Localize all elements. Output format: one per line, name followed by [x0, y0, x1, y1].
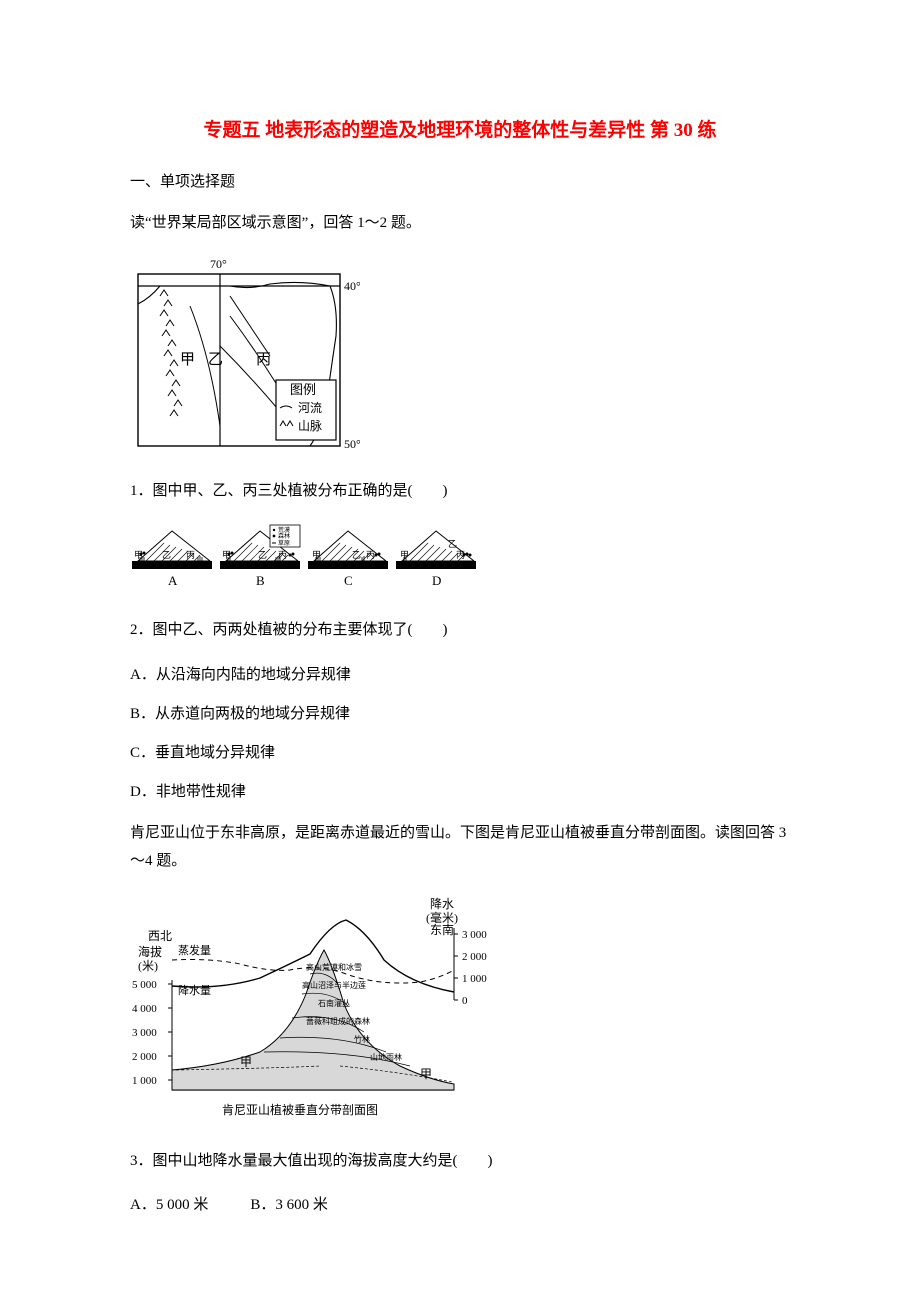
svg-text:蔷薇科组成的森林: 蔷薇科组成的森林: [306, 1016, 370, 1026]
svg-text:荒漠: 荒漠: [278, 526, 290, 534]
opt-panel-d: 甲 乙 丙 D: [396, 531, 476, 588]
svg-text:竹林: 竹林: [354, 1034, 370, 1044]
svg-text:甲: 甲: [222, 550, 231, 560]
svg-text:3 000: 3 000: [462, 929, 487, 941]
svg-text:山地雨林: 山地雨林: [370, 1052, 402, 1062]
svg-text:1 000: 1 000: [462, 973, 487, 985]
options-figure-q1: 甲 乙 丙 A 甲 乙 丙 荒漠 森林 草原 B: [130, 523, 790, 598]
legend-title: 图例: [290, 382, 316, 397]
opt-panel-a: 甲 乙 丙 A: [132, 531, 212, 588]
legend-mountain: 山脉: [298, 418, 322, 433]
svg-text:石南灌丛: 石南灌丛: [318, 998, 350, 1008]
map-label-b: 乙: [208, 352, 223, 368]
svg-text:甲: 甲: [400, 550, 409, 560]
svg-text:乙: 乙: [162, 550, 171, 560]
svg-text:A: A: [168, 573, 178, 588]
svg-text:甲: 甲: [240, 1055, 252, 1069]
svg-text:5 000: 5 000: [132, 979, 157, 991]
svg-text:2 000: 2 000: [132, 1051, 157, 1063]
intro-paragraph-2: 肯尼亚山位于东非高原，是距离赤道最近的雪山。下图是肯尼亚山植被垂直分带剖面图。读…: [130, 819, 790, 876]
svg-text:甲: 甲: [134, 550, 143, 560]
svg-text:1 000: 1 000: [132, 1075, 157, 1087]
section-heading-1: 一、单项选择题: [130, 170, 790, 191]
svg-text:4 000: 4 000: [132, 1003, 157, 1015]
svg-text:高山沼泽与半边莲: 高山沼泽与半边莲: [302, 980, 366, 990]
intro-paragraph-1: 读“世界某局部区域示意图”，回答 1～2 题。: [130, 209, 790, 238]
svg-text:草原: 草原: [278, 539, 290, 547]
lat-bottom-label: 50°: [344, 437, 360, 451]
svg-text:降水量: 降水量: [178, 983, 211, 997]
q3-options: A．5 000 米 B．3 600 米: [130, 1193, 790, 1214]
svg-text:甲: 甲: [312, 550, 321, 560]
svg-text:森林: 森林: [278, 532, 290, 540]
lat-top-label: 40°: [344, 279, 360, 293]
svg-text:乙: 乙: [448, 539, 457, 549]
svg-text:2 000: 2 000: [462, 951, 487, 963]
opt-panel-c: 甲 乙 丙 C: [308, 531, 388, 588]
map-figure-1: 70° 40° 50° 甲 乙 丙 图例 河流 山脉: [130, 256, 790, 459]
svg-text:丙: 丙: [366, 550, 375, 560]
svg-text:乙: 乙: [352, 550, 361, 560]
question-3: 3．图中山地降水量最大值出现的海拔高度大约是( ): [130, 1147, 790, 1176]
svg-text:乙: 乙: [258, 550, 267, 560]
svg-text:丙: 丙: [186, 550, 195, 560]
svg-text:蒸发量: 蒸发量: [178, 943, 211, 957]
q2-option-a: A．从沿海向内陆的地域分异规律: [130, 663, 790, 684]
svg-text:D: D: [432, 573, 441, 588]
svg-text:0: 0: [462, 995, 468, 1007]
svg-text:降水: 降水: [430, 897, 454, 911]
legend-river: 河流: [298, 401, 322, 415]
opt-panel-b: 甲 乙 丙 荒漠 森林 草原 B: [220, 525, 300, 588]
map-label-a: 甲: [180, 352, 195, 368]
svg-text:丙: 丙: [278, 550, 287, 560]
svg-text:东南: 东南: [430, 922, 454, 937]
svg-text:(米): (米): [138, 959, 158, 973]
kenya-chart: 降水 (毫米) 东南 西北 海拔 (米) 5 000 4 000 3 000 2…: [130, 894, 790, 1129]
q2-option-c: C．垂直地域分异规律: [130, 741, 790, 762]
svg-text:甲: 甲: [420, 1067, 432, 1081]
q3-option-b: B．3 600 米: [250, 1197, 328, 1213]
svg-text:B: B: [256, 573, 265, 588]
svg-text:西北: 西北: [148, 929, 172, 943]
question-2: 2．图中乙、丙两处植被的分布主要体现了( ): [130, 616, 790, 645]
q2-option-b: B．从赤道向两极的地域分异规律: [130, 702, 790, 723]
q3-option-a: A．5 000 米: [130, 1197, 208, 1213]
svg-text:C: C: [344, 573, 353, 588]
svg-text:3 000: 3 000: [132, 1027, 157, 1039]
map-label-c: 丙: [256, 352, 271, 368]
doc-title: 专题五 地表形态的塑造及地理环境的整体性与差异性 第 30 练: [130, 115, 790, 142]
svg-text:丙: 丙: [456, 550, 465, 560]
q2-option-d: D．非地带性规律: [130, 780, 790, 801]
lon-label: 70°: [210, 257, 227, 271]
chart-caption: 肯尼亚山植被垂直分带剖面图: [222, 1102, 378, 1117]
svg-text:海拔: 海拔: [138, 944, 162, 959]
question-1: 1．图中甲、乙、丙三处植被分布正确的是( ): [130, 477, 790, 506]
